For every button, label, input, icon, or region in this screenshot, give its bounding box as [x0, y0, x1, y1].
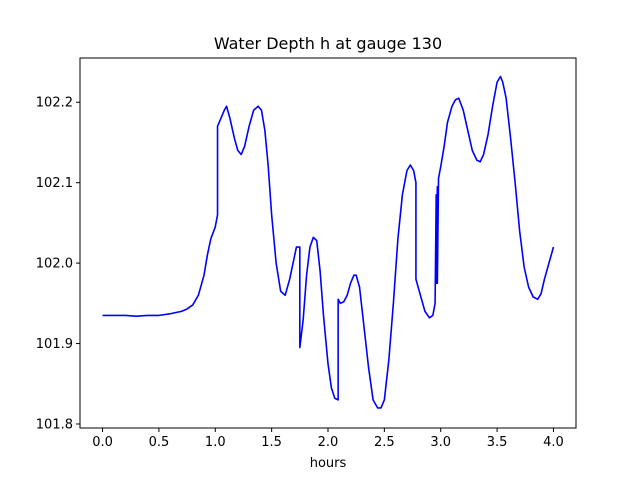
x-tick-label: 0.0 [92, 435, 113, 450]
chart-title: Water Depth h at gauge 130 [214, 34, 442, 53]
y-axis: 101.8 101.9 102.0 102.1 102.2 [36, 96, 80, 432]
x-axis-label: hours [310, 456, 347, 471]
x-tick-label: 0.5 [149, 435, 170, 450]
plot-frame [79, 57, 577, 429]
x-tick-label: 3.5 [487, 435, 508, 450]
y-tick-label: 101.9 [36, 337, 73, 352]
x-tick-label: 4.0 [543, 435, 564, 450]
y-tick-label: 102.0 [36, 257, 73, 272]
x-tick-label: 2.0 [318, 435, 339, 450]
x-tick-label: 2.5 [374, 435, 395, 450]
y-tick-label: 102.2 [36, 96, 73, 111]
series-line [102, 75, 555, 409]
x-tick-label: 1.0 [205, 435, 226, 450]
y-tick-label: 102.1 [36, 176, 73, 191]
x-axis: 0.0 0.5 1.0 1.5 2.0 2.5 3.0 3.5 4.0 [92, 428, 564, 450]
y-tick-label: 101.8 [36, 417, 73, 432]
x-tick-label: 1.5 [261, 435, 282, 450]
x-tick-label: 3.0 [430, 435, 451, 450]
plot-area [79, 57, 577, 429]
